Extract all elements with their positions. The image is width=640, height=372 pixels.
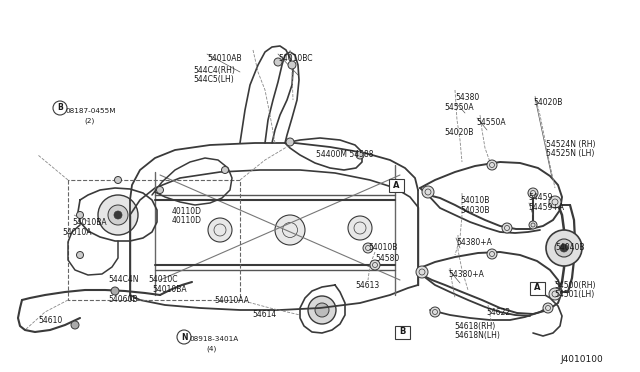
Circle shape — [71, 321, 79, 329]
Text: N: N — [180, 333, 188, 341]
Circle shape — [487, 160, 497, 170]
Circle shape — [502, 223, 512, 233]
Text: 54040B: 54040B — [555, 243, 584, 252]
Circle shape — [315, 303, 329, 317]
Text: 54400M 54588: 54400M 54588 — [316, 150, 374, 159]
Text: 54524N (RH): 54524N (RH) — [546, 140, 595, 149]
Circle shape — [549, 196, 561, 208]
Text: B: B — [399, 327, 405, 337]
Circle shape — [111, 287, 119, 295]
Circle shape — [528, 188, 538, 198]
Circle shape — [53, 101, 67, 115]
Circle shape — [549, 288, 561, 300]
Text: 54380+A: 54380+A — [448, 270, 484, 279]
Text: 544C4N: 544C4N — [108, 275, 138, 284]
Text: 54010AA: 54010AA — [214, 296, 249, 305]
Circle shape — [208, 218, 232, 242]
Text: 54380: 54380 — [455, 93, 479, 102]
Text: 54010C: 54010C — [148, 275, 177, 284]
Text: 40110D: 40110D — [172, 207, 202, 216]
Text: 54010BC: 54010BC — [278, 54, 312, 63]
Circle shape — [363, 243, 373, 253]
Text: B: B — [57, 103, 63, 112]
Text: 54010B: 54010B — [368, 243, 397, 252]
Text: 54618(RH): 54618(RH) — [454, 322, 495, 331]
Text: A: A — [393, 180, 399, 189]
Text: 54500(RH): 54500(RH) — [554, 281, 595, 290]
Text: J4010100: J4010100 — [560, 355, 603, 364]
Text: (4): (4) — [206, 346, 216, 353]
Text: 54613: 54613 — [355, 281, 380, 290]
Circle shape — [157, 186, 163, 193]
Circle shape — [77, 212, 83, 218]
Text: 54622: 54622 — [486, 308, 510, 317]
Text: 54010BA: 54010BA — [72, 218, 107, 227]
FancyBboxPatch shape — [388, 179, 403, 192]
Text: 54010B: 54010B — [460, 196, 490, 205]
Text: A: A — [534, 283, 540, 292]
Circle shape — [546, 230, 582, 266]
Text: 54580: 54580 — [375, 254, 399, 263]
Text: 54550A: 54550A — [444, 103, 474, 112]
Circle shape — [77, 251, 83, 259]
Text: 54501(LH): 54501(LH) — [554, 290, 595, 299]
Circle shape — [560, 244, 568, 252]
Circle shape — [370, 260, 380, 270]
FancyBboxPatch shape — [529, 282, 545, 295]
Circle shape — [286, 138, 294, 146]
Text: 54618N(LH): 54618N(LH) — [454, 331, 500, 340]
Circle shape — [98, 195, 138, 235]
Text: 54614: 54614 — [252, 310, 276, 319]
Text: (2): (2) — [84, 118, 94, 125]
Circle shape — [430, 307, 440, 317]
Circle shape — [416, 266, 428, 278]
Circle shape — [114, 211, 122, 219]
Text: 544C5(LH): 544C5(LH) — [193, 75, 234, 84]
FancyBboxPatch shape — [394, 326, 410, 339]
Circle shape — [275, 215, 305, 245]
Text: 54020B: 54020B — [533, 98, 563, 107]
Circle shape — [487, 249, 497, 259]
Text: 54380+A: 54380+A — [456, 238, 492, 247]
Text: 54010AB: 54010AB — [207, 54, 242, 63]
Circle shape — [288, 61, 296, 69]
Text: 54525N (LH): 54525N (LH) — [546, 149, 595, 158]
Text: 54010A: 54010A — [62, 228, 92, 237]
Circle shape — [348, 216, 372, 240]
Text: 08187-0455M: 08187-0455M — [66, 108, 116, 114]
Text: 544C4(RH): 544C4(RH) — [193, 66, 235, 75]
Text: 54459: 54459 — [528, 193, 552, 202]
Circle shape — [555, 239, 573, 257]
Text: 54020B: 54020B — [444, 128, 474, 137]
Text: 40110D: 40110D — [172, 216, 202, 225]
Circle shape — [543, 303, 553, 313]
Circle shape — [529, 221, 537, 229]
Circle shape — [422, 186, 434, 198]
Text: 54459+A: 54459+A — [528, 203, 564, 212]
Text: 08918-3401A: 08918-3401A — [189, 336, 238, 342]
Circle shape — [115, 176, 122, 183]
Circle shape — [274, 58, 282, 66]
Circle shape — [108, 205, 128, 225]
Text: 54060B: 54060B — [108, 295, 138, 304]
Circle shape — [177, 330, 191, 344]
Circle shape — [356, 151, 364, 159]
Circle shape — [308, 296, 336, 324]
Circle shape — [221, 167, 228, 173]
Text: 54010BA: 54010BA — [152, 285, 187, 294]
Text: 54610: 54610 — [38, 316, 62, 325]
Text: 54030B: 54030B — [460, 206, 490, 215]
Text: 54550A: 54550A — [476, 118, 506, 127]
